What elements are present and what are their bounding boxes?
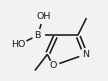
Text: N: N [82, 50, 89, 59]
Text: B: B [35, 31, 41, 40]
Text: HO: HO [12, 40, 26, 49]
Text: O: O [49, 61, 57, 70]
Text: OH: OH [36, 12, 51, 21]
